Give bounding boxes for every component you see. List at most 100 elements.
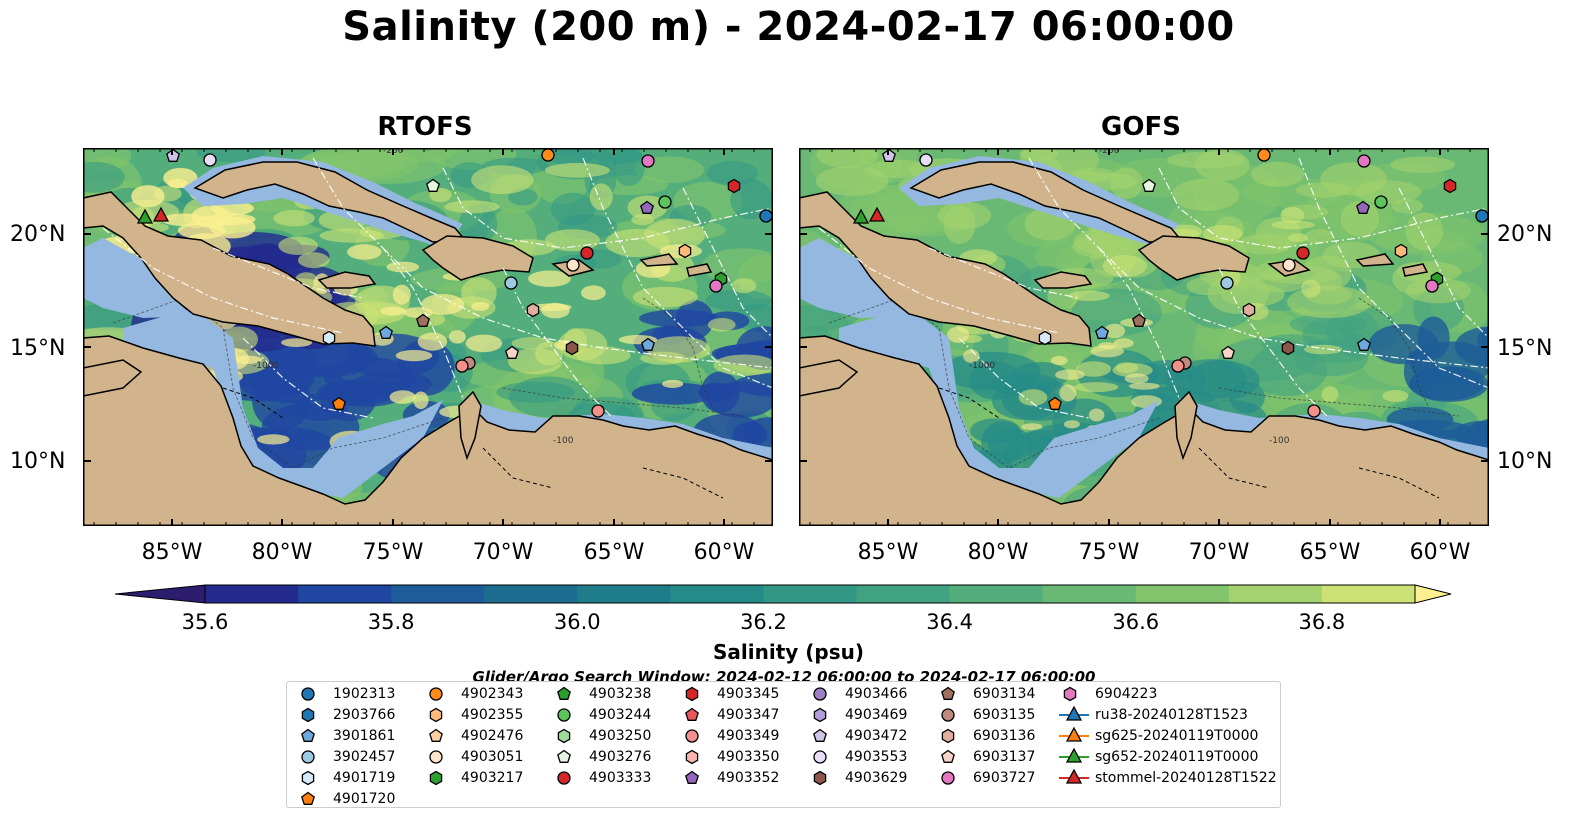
float-marker-circle[interactable] xyxy=(1307,404,1321,418)
float-marker-circle[interactable] xyxy=(1282,258,1296,272)
float-marker-pentagon[interactable] xyxy=(1048,396,1062,410)
float-marker-circle[interactable] xyxy=(1357,154,1371,168)
legend-item: 4901719 xyxy=(297,768,395,788)
eez-boundary-line xyxy=(1298,157,1489,389)
hexagon-marker-icon xyxy=(685,749,699,765)
float-marker-pentagon[interactable] xyxy=(641,337,655,351)
float-marker-hexagon[interactable] xyxy=(678,243,692,259)
float-marker-pentagon[interactable] xyxy=(416,313,430,327)
float-marker-pentagon[interactable] xyxy=(1142,178,1156,192)
float-marker-circle[interactable] xyxy=(759,209,773,223)
colorbar-bin xyxy=(763,585,858,603)
salinity-field-patch xyxy=(1063,420,1080,429)
bathymetry-contour xyxy=(1218,387,1460,417)
float-marker-circle[interactable] xyxy=(1475,209,1489,223)
salinity-field-patch xyxy=(550,192,596,226)
legend-item: 4903347 xyxy=(681,705,779,725)
colorbar-tick-label: 36.8 xyxy=(1298,610,1346,634)
float-marker-pentagon[interactable] xyxy=(166,148,180,162)
float-marker-pentagon[interactable] xyxy=(426,178,440,192)
float-marker-triangle[interactable] xyxy=(852,208,870,224)
landmass xyxy=(458,390,482,461)
float-marker-pentagon[interactable] xyxy=(1221,345,1235,359)
eez-boundary-line xyxy=(242,337,374,419)
float-marker-circle[interactable] xyxy=(709,279,723,293)
legend-label: 4903553 xyxy=(845,749,908,765)
panel-title-rtofs: RTOFS xyxy=(377,112,473,142)
float-marker-hexagon[interactable] xyxy=(565,340,579,356)
salinity-field-patch xyxy=(1301,279,1321,298)
float-marker-circle[interactable] xyxy=(1171,359,1185,373)
float-marker-circle[interactable] xyxy=(658,195,672,209)
eez-boundary-line xyxy=(102,227,344,334)
float-marker-circle[interactable] xyxy=(1374,195,1388,209)
bathymetry-contour xyxy=(502,387,744,417)
salinity-field-patch xyxy=(1251,161,1305,187)
salinity-field-patch xyxy=(1113,338,1134,348)
float-marker-hexagon[interactable] xyxy=(1443,178,1457,194)
landmass xyxy=(421,235,534,281)
landmass xyxy=(639,253,679,267)
pentagon-marker-icon xyxy=(685,707,699,721)
legend-label: 4901719 xyxy=(333,770,396,786)
eez-boundary-line xyxy=(212,247,364,299)
float-marker-pentagon[interactable] xyxy=(1357,337,1371,351)
float-marker-circle[interactable] xyxy=(541,148,555,162)
legend-label: 2903766 xyxy=(333,707,396,723)
legend-item: 4903553 xyxy=(809,747,907,767)
float-marker-pentagon[interactable] xyxy=(379,325,393,339)
legend-item: 4903349 xyxy=(681,726,779,746)
float-marker-hexagon[interactable] xyxy=(1242,302,1256,318)
float-marker-pentagon[interactable] xyxy=(882,148,896,162)
legend-label: 4901720 xyxy=(333,791,396,807)
float-marker-circle[interactable] xyxy=(203,153,217,167)
salinity-field-patch xyxy=(1076,361,1112,377)
float-marker-circle[interactable] xyxy=(455,359,469,373)
float-marker-hexagon[interactable] xyxy=(1394,243,1408,259)
legend-item: 6903136 xyxy=(937,726,1035,746)
salinity-field-patch xyxy=(947,326,970,343)
legend-label: 4903217 xyxy=(461,770,524,786)
float-marker-circle[interactable] xyxy=(919,153,933,167)
float-marker-pentagon[interactable] xyxy=(1095,325,1109,339)
lat-label-10n: 10°N xyxy=(10,449,66,474)
float-marker-circle[interactable] xyxy=(1220,276,1234,290)
float-marker-circle[interactable] xyxy=(1296,246,1310,260)
salinity-field-patch xyxy=(421,294,465,315)
float-marker-hexagon[interactable] xyxy=(727,178,741,194)
float-marker-pentagon[interactable] xyxy=(1356,200,1370,214)
circle-marker-icon xyxy=(301,687,315,701)
legend-item: 4903469 xyxy=(809,705,907,725)
float-marker-triangle[interactable] xyxy=(868,206,886,222)
shallow-shelf-region xyxy=(839,308,1159,498)
float-marker-hexagon[interactable] xyxy=(322,330,336,346)
map-frame xyxy=(83,148,773,526)
salinity-field-patch xyxy=(392,284,411,305)
float-marker-circle[interactable] xyxy=(1257,148,1271,162)
float-marker-pentagon[interactable] xyxy=(1132,313,1146,327)
float-marker-triangle[interactable] xyxy=(152,206,170,222)
float-marker-pentagon[interactable] xyxy=(640,200,654,214)
legend-label: 6903136 xyxy=(973,728,1036,744)
colorbar-extend-low xyxy=(115,584,206,604)
float-marker-circle[interactable] xyxy=(591,404,605,418)
float-marker-circle[interactable] xyxy=(504,276,518,290)
float-marker-circle[interactable] xyxy=(1425,279,1439,293)
bathymetry-contour xyxy=(642,297,714,409)
hexagon-marker-icon xyxy=(301,770,315,786)
float-marker-hexagon[interactable] xyxy=(526,302,540,318)
triangle-marker-icon xyxy=(1059,768,1089,784)
triangle-marker-icon xyxy=(1059,705,1089,721)
float-marker-triangle[interactable] xyxy=(136,208,154,224)
salinity-field-patch xyxy=(1271,220,1315,230)
legend-label: 4903629 xyxy=(845,770,908,786)
colorbar-bin xyxy=(670,585,764,603)
float-marker-pentagon[interactable] xyxy=(505,345,519,359)
float-marker-pentagon[interactable] xyxy=(332,396,346,410)
float-marker-circle[interactable] xyxy=(580,246,594,260)
float-marker-hexagon[interactable] xyxy=(1281,340,1295,356)
float-marker-circle[interactable] xyxy=(641,154,655,168)
salinity-field-patch xyxy=(1287,285,1372,319)
float-marker-circle[interactable] xyxy=(566,258,580,272)
float-marker-hexagon[interactable] xyxy=(1038,330,1052,346)
